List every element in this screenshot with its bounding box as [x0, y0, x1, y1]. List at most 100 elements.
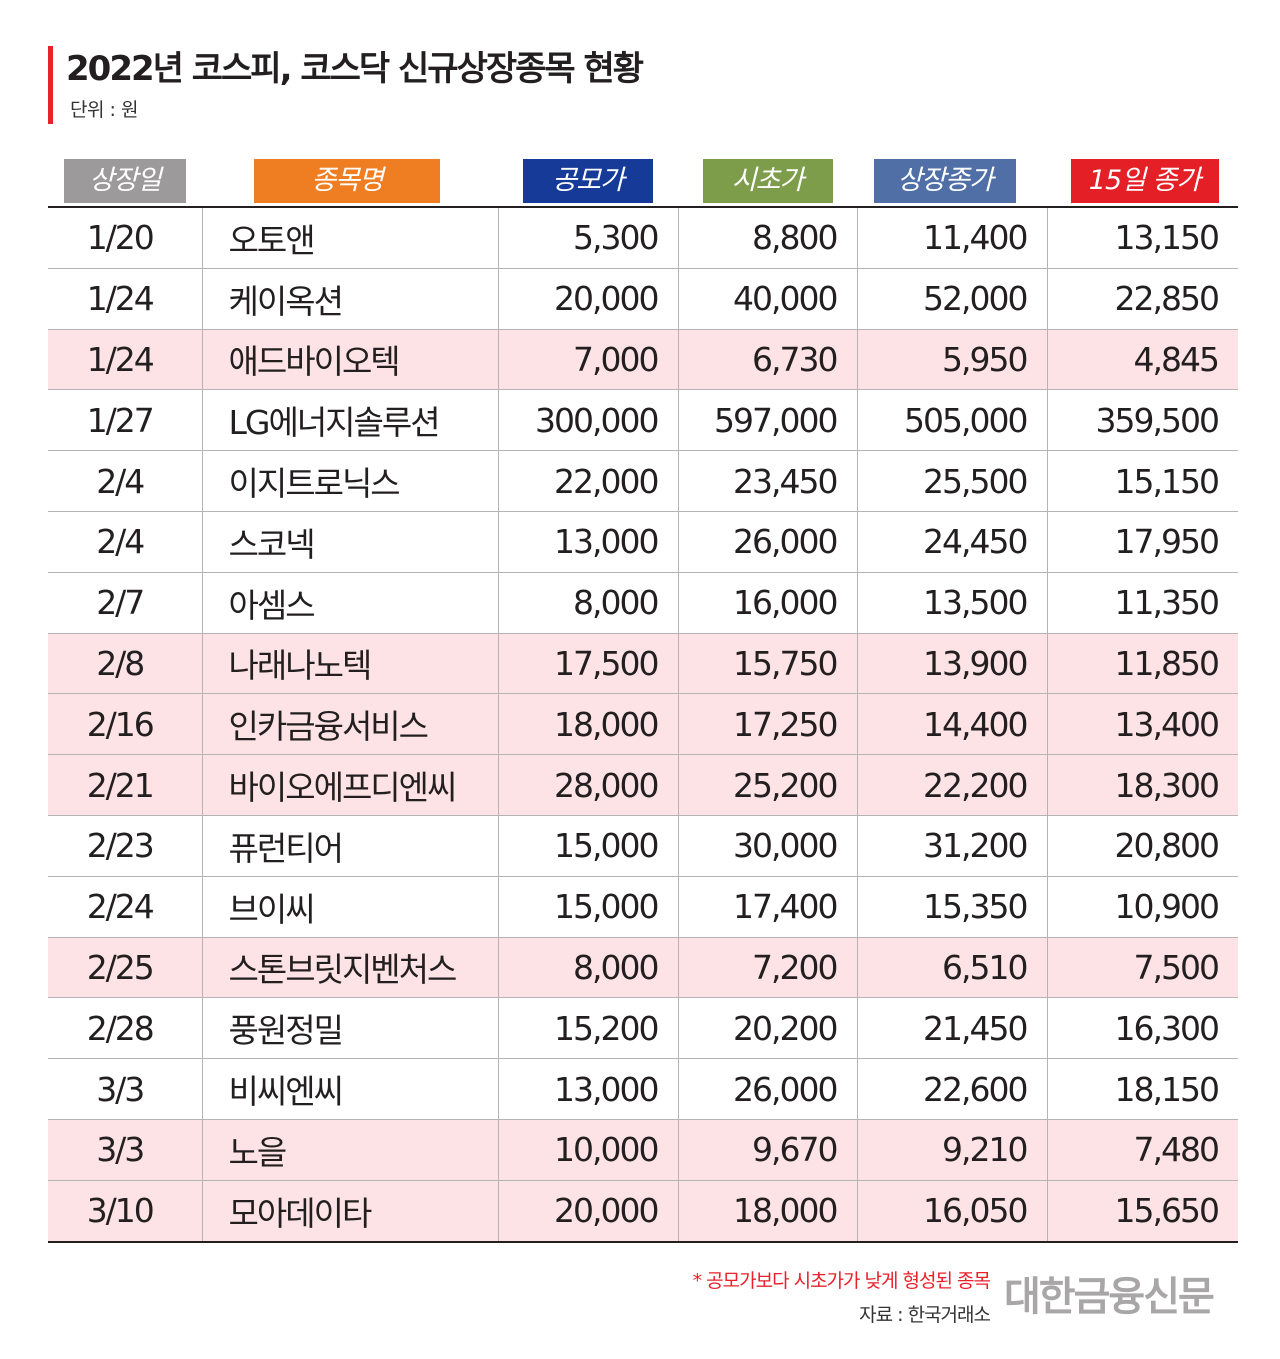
- cell-opening-price: 8,800: [677, 207, 857, 269]
- table-row: 3/3 비씨엔씨 13,000 26,000 22,600 18,150: [48, 1058, 1238, 1120]
- cell-stock-name: 스코넥: [201, 511, 498, 573]
- cell-listing-close: 5,950: [856, 329, 1047, 391]
- table-row: 2/28 풍원정밀 15,200 20,200 21,450 16,300: [48, 997, 1238, 1060]
- cell-ipo-price: 20,000: [497, 1180, 678, 1243]
- table-row: 2/25 스톤브릿지벤처스 8,000 7,200 6,510 7,500: [48, 937, 1238, 999]
- cell-stock-name: 모아데이타: [201, 1180, 498, 1243]
- cell-listing-close: 13,900: [856, 633, 1047, 695]
- cell-stock-name: 오토앤: [201, 207, 498, 269]
- cell-opening-price: 17,400: [677, 876, 857, 938]
- page-title: 2022년 코스피, 코스닥 신규상장종목 현황: [66, 49, 644, 89]
- cell-listing-date: 3/10: [48, 1180, 202, 1243]
- cell-opening-price: 7,200: [677, 937, 857, 999]
- table-row: 2/23 퓨런티어 15,000 30,000 31,200 20,800: [48, 815, 1238, 877]
- cell-listing-date: 2/4: [48, 511, 202, 573]
- cell-close-15th: 20,800: [1046, 815, 1238, 877]
- table-row: 2/21 바이오에프디엔씨 28,000 25,200 22,200 18,300: [48, 754, 1238, 816]
- cell-ipo-price: 8,000: [497, 937, 678, 999]
- header-close-15th: 15일 종가: [1047, 156, 1238, 208]
- table-row: 2/4 이지트로닉스 22,000 23,450 25,500 15,150: [48, 450, 1238, 512]
- cell-close-15th: 18,300: [1046, 754, 1238, 816]
- cell-stock-name: 퓨런티어: [201, 815, 498, 877]
- table-header-row: 상장일 종목명 공모가 시초가 상장종가 15일 종가: [48, 156, 1238, 208]
- cell-close-15th: 17,950: [1046, 511, 1238, 573]
- cell-stock-name: 나래나노텍: [201, 633, 498, 695]
- cell-listing-close: 6,510: [856, 937, 1047, 999]
- cell-listing-close: 25,500: [856, 450, 1047, 512]
- cell-ipo-price: 15,000: [497, 876, 678, 938]
- cell-listing-close: 505,000: [856, 389, 1047, 452]
- cell-listing-date: 3/3: [48, 1058, 202, 1120]
- header-label: 공모가: [523, 159, 653, 203]
- cell-opening-price: 16,000: [677, 572, 857, 634]
- cell-close-15th: 15,650: [1046, 1180, 1238, 1243]
- header-ipo-price: 공모가: [498, 156, 678, 208]
- cell-ipo-price: 22,000: [497, 450, 678, 512]
- cell-close-15th: 359,500: [1046, 389, 1238, 452]
- cell-ipo-price: 13,000: [497, 511, 678, 573]
- cell-close-15th: 10,900: [1046, 876, 1238, 938]
- cell-opening-price: 30,000: [677, 815, 857, 877]
- table-row: 1/20 오토앤 5,300 8,800 11,400 13,150: [48, 207, 1238, 269]
- cell-close-15th: 11,850: [1046, 633, 1238, 695]
- table-row: 1/27 LG에너지솔루션 300,000 597,000 505,000 359,500: [48, 389, 1238, 452]
- cell-ipo-price: 8,000: [497, 572, 678, 634]
- cell-opening-price: 597,000: [677, 389, 857, 452]
- cell-ipo-price: 10,000: [497, 1119, 678, 1181]
- header-label: 상장종가: [874, 159, 1016, 203]
- cell-close-15th: 18,150: [1046, 1058, 1238, 1120]
- title-accent-bar: [48, 46, 53, 124]
- table-row: 2/4 스코넥 13,000 26,000 24,450 17,950: [48, 511, 1238, 573]
- header-label: 상장일: [64, 159, 186, 203]
- cell-listing-date: 2/23: [48, 815, 202, 877]
- cell-listing-date: 1/24: [48, 268, 202, 330]
- header-label: 시초가: [702, 159, 833, 203]
- cell-opening-price: 6,730: [677, 329, 857, 391]
- highlight-note: * 공모가보다 시초가가 낮게 형성된 종목: [692, 1270, 991, 1292]
- cell-listing-date: 2/28: [48, 997, 202, 1060]
- cell-listing-date: 2/7: [48, 572, 202, 634]
- cell-close-15th: 4,845: [1046, 329, 1238, 391]
- cell-opening-price: 15,750: [677, 633, 857, 695]
- cell-stock-name: 케이옥션: [201, 268, 498, 330]
- cell-ipo-price: 28,000: [497, 754, 678, 816]
- cell-stock-name: 비씨엔씨: [201, 1058, 498, 1120]
- cell-listing-date: 1/27: [48, 389, 202, 452]
- cell-listing-close: 22,200: [856, 754, 1047, 816]
- cell-ipo-price: 300,000: [497, 389, 678, 452]
- cell-opening-price: 26,000: [677, 1058, 857, 1120]
- cell-listing-close: 11,400: [856, 207, 1047, 269]
- cell-close-15th: 7,480: [1046, 1119, 1238, 1181]
- header-opening-price: 시초가: [678, 156, 857, 208]
- table-row: 3/3 노을 10,000 9,670 9,210 7,480: [48, 1119, 1238, 1181]
- cell-listing-close: 16,050: [856, 1180, 1047, 1243]
- table-row: 1/24 케이옥션 20,000 40,000 52,000 22,850: [48, 268, 1238, 330]
- cell-close-15th: 15,150: [1046, 450, 1238, 512]
- cell-listing-date: 2/8: [48, 633, 202, 695]
- cell-listing-date: 2/16: [48, 693, 202, 756]
- publisher-logo: 대한금융신문: [1004, 1274, 1215, 1320]
- header-stock-name: 종목명: [202, 156, 498, 208]
- cell-stock-name: 인카금융서비스: [201, 693, 498, 756]
- cell-ipo-price: 17,500: [497, 633, 678, 695]
- cell-listing-close: 9,210: [856, 1119, 1047, 1181]
- cell-stock-name: 바이오에프디엔씨: [201, 754, 498, 816]
- cell-listing-date: 3/3: [48, 1119, 202, 1181]
- cell-listing-close: 15,350: [856, 876, 1047, 938]
- cell-listing-date: 1/24: [48, 329, 202, 391]
- table-row: 2/16 인카금융서비스 18,000 17,250 14,400 13,400: [48, 693, 1238, 756]
- cell-close-15th: 13,400: [1046, 693, 1238, 756]
- cell-opening-price: 26,000: [677, 511, 857, 573]
- table-row: 2/8 나래나노텍 17,500 15,750 13,900 11,850: [48, 633, 1238, 695]
- cell-listing-close: 31,200: [856, 815, 1047, 877]
- table-row: 1/24 애드바이오텍 7,000 6,730 5,950 4,845: [48, 329, 1238, 391]
- cell-opening-price: 23,450: [677, 450, 857, 512]
- table-row: 2/24 브이씨 15,000 17,400 15,350 10,900: [48, 876, 1238, 938]
- cell-ipo-price: 7,000: [497, 329, 678, 391]
- cell-listing-close: 14,400: [856, 693, 1047, 756]
- cell-opening-price: 20,200: [677, 997, 857, 1060]
- listing-table: 상장일 종목명 공모가 시초가 상장종가 15일 종가 1/20 오토앤 5,300…: [48, 156, 1238, 1243]
- header-label: 종목명: [254, 159, 440, 203]
- cell-listing-close: 21,450: [856, 997, 1047, 1060]
- cell-close-15th: 11,350: [1046, 572, 1238, 634]
